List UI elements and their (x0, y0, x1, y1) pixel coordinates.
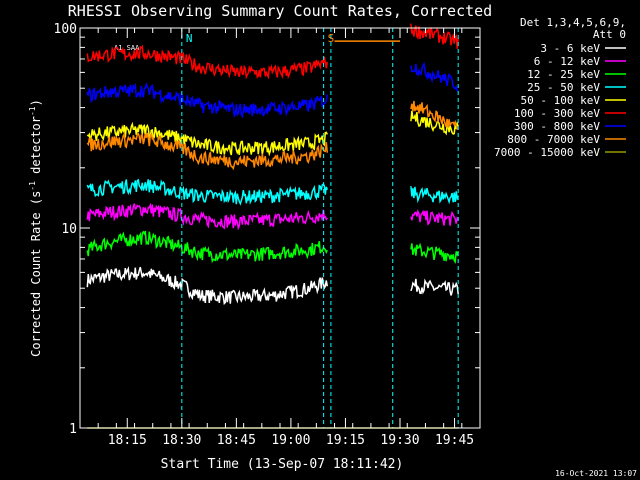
series-800-7000-kev (86, 40, 459, 171)
x-tick-label: 19:45 (435, 433, 474, 448)
legend-label: 7000 - 15000 keV (494, 146, 600, 159)
plot-frame (79, 27, 481, 429)
series-line (86, 178, 329, 206)
footer-timestamp: 16-Oct-2021 13:07 (555, 469, 637, 478)
series-line (86, 81, 329, 119)
series-line (410, 208, 459, 226)
annotation-n: N (186, 32, 193, 45)
series-line (86, 265, 329, 306)
y-tick-label: 1 (69, 422, 77, 437)
series-line (86, 44, 329, 80)
series-3-6-kev (86, 265, 459, 306)
legend-label: 6 - 12 keV (534, 55, 601, 68)
series-6-12-kev (86, 202, 459, 231)
series-100-300-kev (86, 23, 459, 80)
legend-label: 25 - 50 keV (527, 81, 600, 94)
series-line (410, 186, 459, 205)
x-tick-label: 19:00 (271, 433, 310, 448)
series-line (410, 110, 459, 136)
series-50-100-kev (86, 110, 459, 157)
x-tick-label: 19:15 (326, 433, 365, 448)
series-line (410, 278, 459, 296)
x-tick-label: 19:30 (380, 433, 419, 448)
series-line (410, 61, 459, 92)
series-line (410, 242, 459, 264)
x-tick-label: 18:45 (217, 433, 256, 448)
legend-label: 12 - 25 keV (527, 68, 600, 81)
series-line (410, 23, 459, 49)
legend-label: 100 - 300 keV (514, 107, 600, 120)
annotation-s: S (328, 32, 335, 45)
series-300-800-kev (86, 61, 459, 119)
y-tick-label: 10 (61, 222, 77, 237)
legend-header-line2: Att 0 (593, 28, 626, 41)
legend-label: 800 - 7000 keV (507, 133, 600, 146)
chart-title: RHESSI Observing Summary Count Rates, Co… (68, 2, 492, 20)
series-25-50-kev (86, 178, 459, 206)
legend-label: 300 - 800 keV (514, 120, 600, 133)
axes-layer: N S 100 10 1 18:15 18:30 18:45 19:00 19:15 19:30 19… (54, 22, 481, 448)
y-tick-label: 100 (54, 22, 77, 37)
attenuator-annotation: A1 SAA (114, 44, 140, 52)
x-tick-label: 18:30 (162, 433, 201, 448)
data-layer (86, 23, 459, 429)
x-tick-label: 18:15 (108, 433, 147, 448)
series-line (86, 230, 328, 264)
series-line (86, 131, 329, 171)
series-12-25-kev (86, 230, 459, 264)
legend-label: 3 - 6 keV (540, 42, 600, 55)
x-axis-label: Start Time (13-Sep-07 18:11:42) (161, 457, 404, 472)
legend-header-line1: Det 1,3,4,5,6,9, (520, 16, 626, 29)
svg-text:Corrected Count Rate (s-1 dete: Corrected Count Rate (s-1 detector-1) (28, 99, 43, 357)
series-line (86, 121, 328, 157)
y-axis-label: Corrected Count Rate (s-1 detector-1) (28, 99, 43, 357)
series-line (86, 202, 328, 231)
legend-label: 50 - 100 keV (521, 94, 601, 107)
series-line (410, 100, 459, 130)
